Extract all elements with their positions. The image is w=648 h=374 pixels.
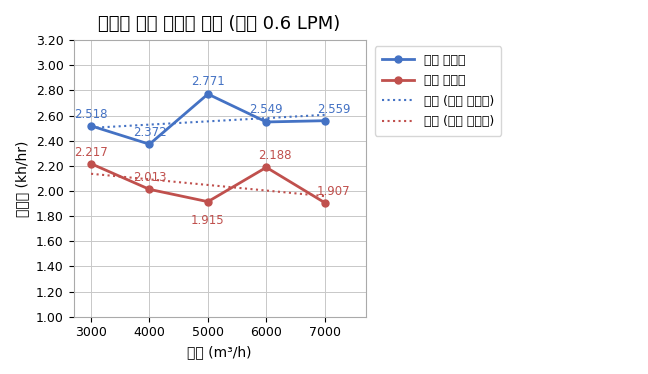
Line: 오후 가습량: 오후 가습량	[87, 91, 328, 148]
오후 가습량	[146, 142, 154, 147]
오후 가습량	[262, 120, 270, 124]
선형 (오후 가습량)	[204, 119, 212, 123]
선형 (오후 가습량)	[321, 113, 329, 117]
Text: 2.013: 2.013	[133, 171, 167, 184]
선형 (오전 가습량)	[146, 177, 154, 182]
Text: 2.549: 2.549	[249, 103, 283, 116]
Title: 풍량에 따른 가습량 변화 (유량 0.6 LPM): 풍량에 따른 가습량 변화 (유량 0.6 LPM)	[98, 15, 341, 33]
Legend: 오후 가습량, 오전 가습량, 선형 (오후 가습량), 선형 (오전 가습량): 오후 가습량, 오전 가습량, 선형 (오후 가습량), 선형 (오전 가습량)	[375, 46, 502, 136]
선형 (오전 가습량)	[262, 188, 270, 193]
오전 가습량	[87, 162, 95, 166]
X-axis label: 풍량 (m³/h): 풍량 (m³/h)	[187, 345, 252, 359]
Y-axis label: 가습량 (kh/hr): 가습량 (kh/hr)	[15, 140, 29, 217]
Text: 2.518: 2.518	[75, 108, 108, 121]
Line: 선형 (오후 가습량): 선형 (오후 가습량)	[91, 115, 325, 128]
오전 가습량	[321, 200, 329, 205]
Text: 2.217: 2.217	[74, 146, 108, 159]
Text: 2.372: 2.372	[133, 126, 167, 139]
오전 가습량	[146, 187, 154, 191]
선형 (오전 가습량)	[87, 172, 95, 176]
오후 가습량	[321, 119, 329, 123]
Text: 1.907: 1.907	[317, 185, 351, 197]
오후 가습량	[87, 124, 95, 128]
선형 (오후 가습량)	[87, 126, 95, 130]
오전 가습량	[262, 165, 270, 169]
Line: 오전 가습량: 오전 가습량	[87, 160, 328, 206]
오후 가습량	[204, 92, 212, 96]
Text: 2.188: 2.188	[259, 149, 292, 162]
선형 (오후 가습량)	[146, 122, 154, 127]
Line: 선형 (오전 가습량): 선형 (오전 가습량)	[91, 174, 325, 196]
오전 가습량	[204, 199, 212, 204]
선형 (오후 가습량)	[262, 116, 270, 120]
선형 (오전 가습량)	[321, 194, 329, 198]
Text: 2.771: 2.771	[191, 75, 225, 88]
선형 (오전 가습량)	[204, 183, 212, 187]
Text: 1.915: 1.915	[191, 214, 225, 227]
Text: 2.559: 2.559	[317, 103, 351, 116]
